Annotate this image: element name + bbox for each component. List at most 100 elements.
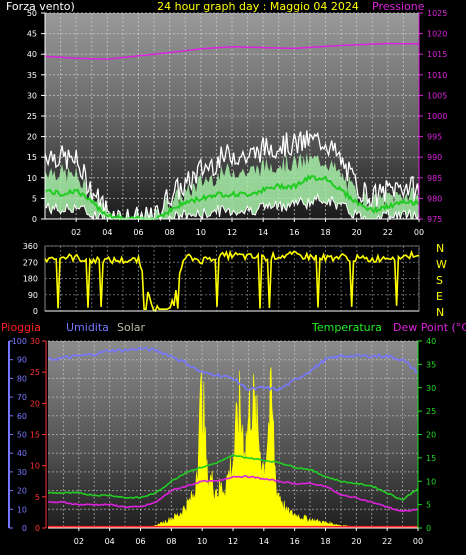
humidity-y-tick-label: 70: [17, 393, 27, 402]
humidity-y-tick-label: 100: [12, 337, 27, 346]
pressure-y-tick-label: 1015: [427, 50, 447, 59]
direction-y-tick-label: 90: [28, 291, 38, 300]
humidity-y-tick-label: 30: [17, 468, 27, 477]
temp-x-tick-label: 20: [351, 537, 361, 546]
wind-x-tick-label: 12: [227, 228, 237, 237]
temp-x-tick-label: 02: [74, 537, 84, 546]
temp-x-tick-label: 00: [413, 537, 423, 546]
wind-x-tick-label: 20: [352, 228, 362, 237]
pressure-y-tick-label: 990: [427, 153, 442, 162]
compass-e: E: [436, 290, 443, 303]
humidity-y-tick-label: 40: [17, 449, 27, 458]
temperature-line: [47, 454, 419, 501]
solar-radiation-area: [148, 367, 365, 529]
temp-y-tick-label: 35: [426, 360, 436, 369]
pressure-y-tick-label: 1025: [427, 9, 447, 18]
humidity-y-tick-label: 0: [22, 524, 27, 533]
temp-x-tick-label: 06: [135, 537, 145, 546]
temp-y-tick-label: 15: [426, 454, 436, 463]
dewpoint-legend: Dew Point (°C): [393, 321, 466, 334]
wind-range-band: [45, 152, 419, 219]
temp-y-tick-label: 40: [426, 337, 436, 346]
pressure-y-tick-label: 1005: [427, 91, 447, 100]
rain-y-tick-label: 15: [30, 431, 40, 440]
pressure-y-tick-label: 975: [427, 215, 442, 224]
rain-y-tick-label: 10: [30, 462, 40, 471]
chart-title: 24 hour graph day : Maggio 04 2024: [157, 0, 359, 13]
wind-axis-label: Forza vento): [6, 0, 75, 13]
solar-legend: Solar: [117, 321, 146, 334]
pressure-axis-label: Pressione: [372, 0, 425, 13]
wind-x-tick-label: 04: [102, 228, 112, 237]
compass-s: S: [436, 274, 443, 287]
temperature-humidity-panel: 0 10 20 30 40 50 60 70 80 90 10 00 5 10 15 20 25 30 0 5 10 15…: [8, 337, 436, 546]
temperature-legend: Temperatura: [311, 321, 382, 334]
wind-y-tick-label: 40: [27, 50, 37, 59]
temp-y-tick-label: 10: [426, 477, 436, 486]
wind-y-tick-label: 25: [27, 112, 37, 121]
humidity-y-tick-label: 80: [17, 374, 27, 383]
wind-x-tick-label: 14: [258, 228, 268, 237]
compass-n-bottom: N: [436, 306, 444, 319]
wind-y-tick-label: 15: [27, 153, 37, 162]
wind-direction-axes: 0 90 180 270 360: [23, 242, 419, 316]
wind-y-tick-label: 30: [27, 91, 37, 100]
humidity-y-tick-label: 90: [17, 356, 27, 365]
wind-pressure-axes: 0510152025303540455097598098599099510001…: [27, 9, 448, 237]
temp-y-tick-label: 25: [426, 407, 436, 416]
wind-average-line: [44, 173, 420, 221]
wind-direction-marks: [44, 249, 420, 313]
temp-y-tick-label: 30: [426, 384, 436, 393]
wind-x-tick-label: 08: [165, 228, 175, 237]
wind-y-tick-label: 20: [27, 133, 37, 142]
wind-y-tick-label: 35: [27, 71, 37, 80]
humidity-y-tick-label: 60: [17, 412, 27, 421]
temp-y-tick-label: 0: [426, 524, 431, 533]
wind-x-tick-label: 18: [320, 228, 330, 237]
pressure-y-tick-label: 1010: [427, 71, 447, 80]
wind-y-tick-label: 0: [32, 215, 37, 224]
direction-y-tick-label: 180: [23, 275, 38, 284]
wind-x-tick-label: 02: [71, 228, 81, 237]
temperature-humidity-axes: 0 10 20 30 40 50 60 70 80 90 10 00 5 10 15 20 25 30 0 5 10 15…: [8, 337, 436, 546]
direction-y-tick-label: 270: [23, 258, 38, 267]
temp-x-tick-label: 10: [197, 537, 207, 546]
compass-w: W: [436, 258, 447, 271]
temp-y-tick-label: 5: [426, 501, 431, 510]
wind-y-tick-label: 45: [27, 30, 37, 39]
temp-y-tick-label: 20: [426, 431, 436, 440]
wind-y-tick-label: 50: [27, 9, 37, 18]
temp-x-tick-label: 16: [290, 537, 300, 546]
pressure-y-tick-label: 1020: [427, 30, 447, 39]
rain-y-tick-label: 20: [30, 399, 40, 408]
rain-legend: Pioggia: [1, 321, 41, 334]
pressure-y-tick-label: 995: [427, 133, 442, 142]
wind-y-tick-label: 5: [32, 194, 37, 203]
temp-x-tick-label: 18: [320, 537, 330, 546]
wind-direction-panel: 0 90 180 270 360 N W S E N: [23, 242, 447, 319]
temp-x-tick-label: 12: [228, 537, 238, 546]
pressure-line: [44, 42, 419, 60]
rain-y-tick-label: 30: [30, 337, 40, 346]
humidity-y-tick-label: 20: [17, 487, 27, 496]
dewpoint-line: [47, 475, 419, 513]
rain-y-tick-label: 5: [35, 493, 40, 502]
compass-n-top: N: [436, 242, 444, 255]
temp-x-tick-label: 08: [166, 537, 176, 546]
temp-x-tick-label: 04: [105, 537, 115, 546]
wind-x-tick-label: 00: [414, 228, 424, 237]
pressure-y-tick-label: 985: [427, 174, 442, 183]
temperature-humidity-marks: [47, 346, 419, 529]
wind-gust-line: [44, 130, 420, 222]
rain-y-tick-label: 25: [30, 368, 40, 377]
wind-x-tick-label: 22: [383, 228, 393, 237]
wind-x-tick-label: 16: [289, 228, 299, 237]
humidity-y-tick-label: 50: [17, 431, 27, 440]
direction-y-tick-label: 0: [33, 307, 38, 316]
humidity-legend: Umidita: [66, 321, 109, 334]
temp-x-tick-label: 22: [382, 537, 392, 546]
humidity-y-tick-label: 10: [17, 505, 27, 514]
pressure-y-tick-label: 980: [427, 194, 442, 203]
direction-y-tick-label: 360: [23, 242, 38, 251]
humidity-line: [47, 346, 419, 392]
